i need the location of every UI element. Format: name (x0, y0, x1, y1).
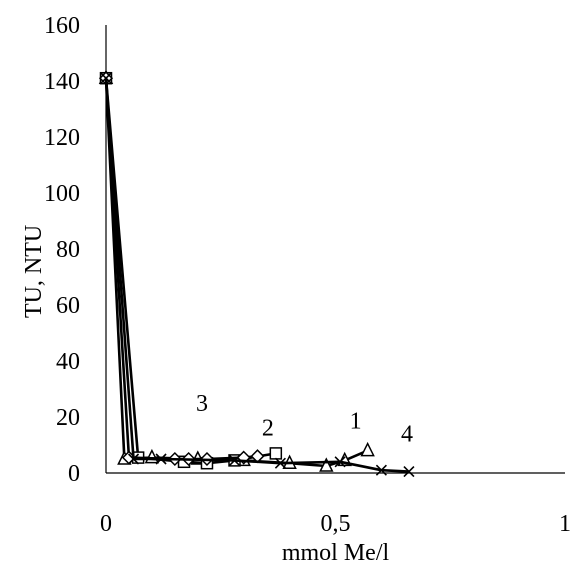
y-tick-label: 0 (68, 461, 80, 487)
y-axis-ticks: 0 20 40 60 80 100 120 140 160 (44, 13, 80, 487)
data-point-x (127, 453, 140, 465)
y-tick-label: 120 (44, 125, 80, 151)
data-point-x (155, 453, 167, 465)
data-point-x (375, 464, 387, 476)
series-line-4 (104, 78, 410, 473)
series-line-1 (104, 78, 369, 468)
data-point-square (269, 447, 283, 460)
series-label-3: 3 (196, 391, 208, 417)
y-tick-label: 140 (44, 69, 80, 95)
series-group (98, 69, 415, 478)
series-label-1: 1 (350, 409, 362, 435)
series-3 (98, 71, 265, 467)
data-point-x (274, 457, 286, 469)
y-tick-label: 60 (56, 293, 80, 319)
x-axis-ticks: 0 0,5 1 (100, 511, 571, 537)
series-labels: 1 2 3 4 (196, 391, 413, 448)
y-axis-title: TU, NTU (21, 225, 47, 318)
y-tick-label: 80 (56, 237, 80, 263)
series-4 (100, 72, 415, 478)
x-axis-title: mmol Me/l (282, 540, 390, 563)
series-2 (99, 71, 283, 470)
x-tick-label: 0 (100, 511, 112, 537)
series-label-4: 4 (401, 422, 413, 448)
y-tick-label: 160 (44, 13, 80, 39)
x-tick-label: 0,5 (321, 511, 351, 537)
series-1 (98, 69, 375, 472)
data-point-x (228, 454, 241, 466)
y-tick-label: 100 (44, 181, 80, 207)
y-tick-label: 20 (56, 405, 80, 431)
series-label-2: 2 (262, 415, 274, 441)
data-point-x (334, 456, 346, 468)
data-point-x (403, 466, 415, 478)
data-point-triangle (319, 457, 334, 472)
data-point-triangle (360, 441, 375, 457)
data-point-x (100, 72, 112, 84)
y-tick-label: 40 (56, 349, 80, 375)
x-tick-label: 1 (559, 511, 571, 537)
series-line-2 (104, 78, 277, 465)
